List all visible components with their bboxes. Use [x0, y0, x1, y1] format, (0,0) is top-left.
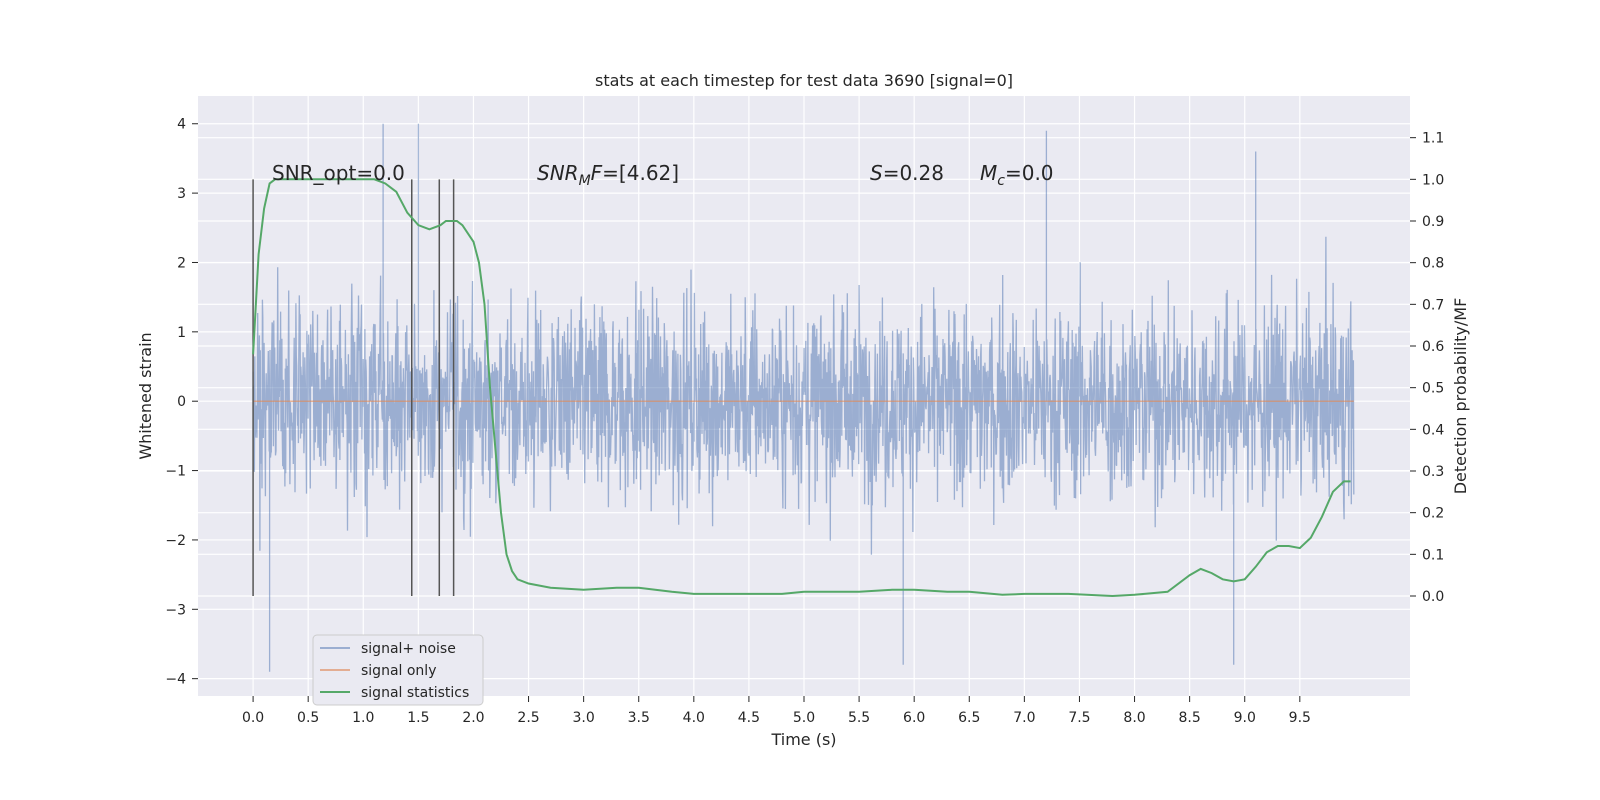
signal-statistics-line	[252, 178, 1351, 598]
legend-label-noise: signal+ noise	[361, 641, 456, 657]
snr-mf-annotation: SNRMF=[4.62]	[537, 161, 679, 189]
y-right-tick-label: 0.4	[1422, 422, 1444, 438]
x-tick-label: 5.5	[848, 710, 870, 726]
snr-opt-annotation: SNR_opt=0.0	[272, 161, 405, 185]
x-tick-label: 4.0	[683, 710, 705, 726]
legend: signal+ noise signal only signal statist…	[312, 634, 484, 706]
x-axis-label: Time (s)	[770, 730, 836, 749]
y-tick-label: −1	[165, 464, 186, 480]
x-tick-label: 4.5	[738, 710, 760, 726]
legend-label-signal-only: signal only	[361, 663, 436, 679]
signal-plus-noise-series	[252, 123, 1355, 672]
y-right-axis-label: Detection probability/MF	[1451, 298, 1470, 495]
signal-plus-noise-line	[252, 123, 1355, 672]
y-tick-label: 4	[177, 117, 186, 133]
y-right-tick-label: 0.2	[1422, 506, 1444, 522]
x-tick-label: 3.5	[628, 710, 650, 726]
x-tick-label: 9.5	[1289, 710, 1311, 726]
x-tick-label: 1.5	[407, 710, 429, 726]
axes: 0.0 0.5 1.0 1.5 2.0 2.5 3.0 3.5 4.0 4.5 5.0 5.5 6.0 6…	[165, 117, 1444, 726]
y-tick-label: 2	[177, 255, 186, 271]
s-annotation: S=0.28	[870, 161, 944, 185]
x-tick-label: 2.5	[517, 710, 539, 726]
y-right-tick-label: 0.6	[1422, 339, 1444, 355]
annotations: SNR_opt=0.0 SNRMF=[4.62] S=0.28 Mc=0.0	[272, 161, 1054, 189]
y-right-tick-label: 1.0	[1422, 172, 1444, 188]
y-right-tick-label: 0.0	[1422, 589, 1444, 605]
y-right-tick-label: 0.7	[1422, 297, 1444, 313]
x-tick-label: 8.0	[1123, 710, 1145, 726]
x-tick-label: 5.0	[793, 710, 815, 726]
y-right-tick-label: 1.1	[1422, 131, 1444, 147]
y-right-tick-label: 0.3	[1422, 464, 1444, 480]
x-tick-label: 9.0	[1234, 710, 1256, 726]
mc-annotation: Mc=0.0	[980, 161, 1054, 189]
y-right-tick-label: 0.8	[1422, 256, 1444, 272]
x-tick-label: 7.0	[1013, 710, 1035, 726]
x-tick-label: 6.5	[958, 710, 980, 726]
legend-label-statistics: signal statistics	[361, 685, 469, 701]
x-tick-label: 8.5	[1179, 710, 1201, 726]
y-tick-label: −4	[165, 672, 186, 688]
x-tick-label: 2.0	[462, 710, 484, 726]
chart-title: stats at each timestep for test data 369…	[595, 71, 1013, 90]
y-right-tick-label: 0.1	[1422, 547, 1444, 563]
y-right-tick-label: 0.5	[1422, 381, 1444, 397]
x-tick-label: 7.5	[1068, 710, 1090, 726]
series-lines	[252, 178, 1354, 598]
legend-box	[312, 634, 484, 706]
y-right-tick-label: 0.9	[1422, 214, 1444, 230]
y-axis-label: Whitened strain	[136, 332, 155, 459]
y-tick-label: 1	[177, 325, 186, 341]
x-tick-label: 1.0	[352, 710, 374, 726]
x-tick-label: 0.0	[242, 710, 264, 726]
x-tick-label: 6.0	[903, 710, 925, 726]
x-tick-label: 0.5	[297, 710, 319, 726]
y-tick-label: −3	[165, 602, 186, 618]
y-tick-label: 0	[177, 394, 186, 410]
y-tick-label: −2	[165, 533, 186, 549]
x-tick-label: 3.0	[573, 710, 595, 726]
y-tick-label: 3	[177, 186, 186, 202]
